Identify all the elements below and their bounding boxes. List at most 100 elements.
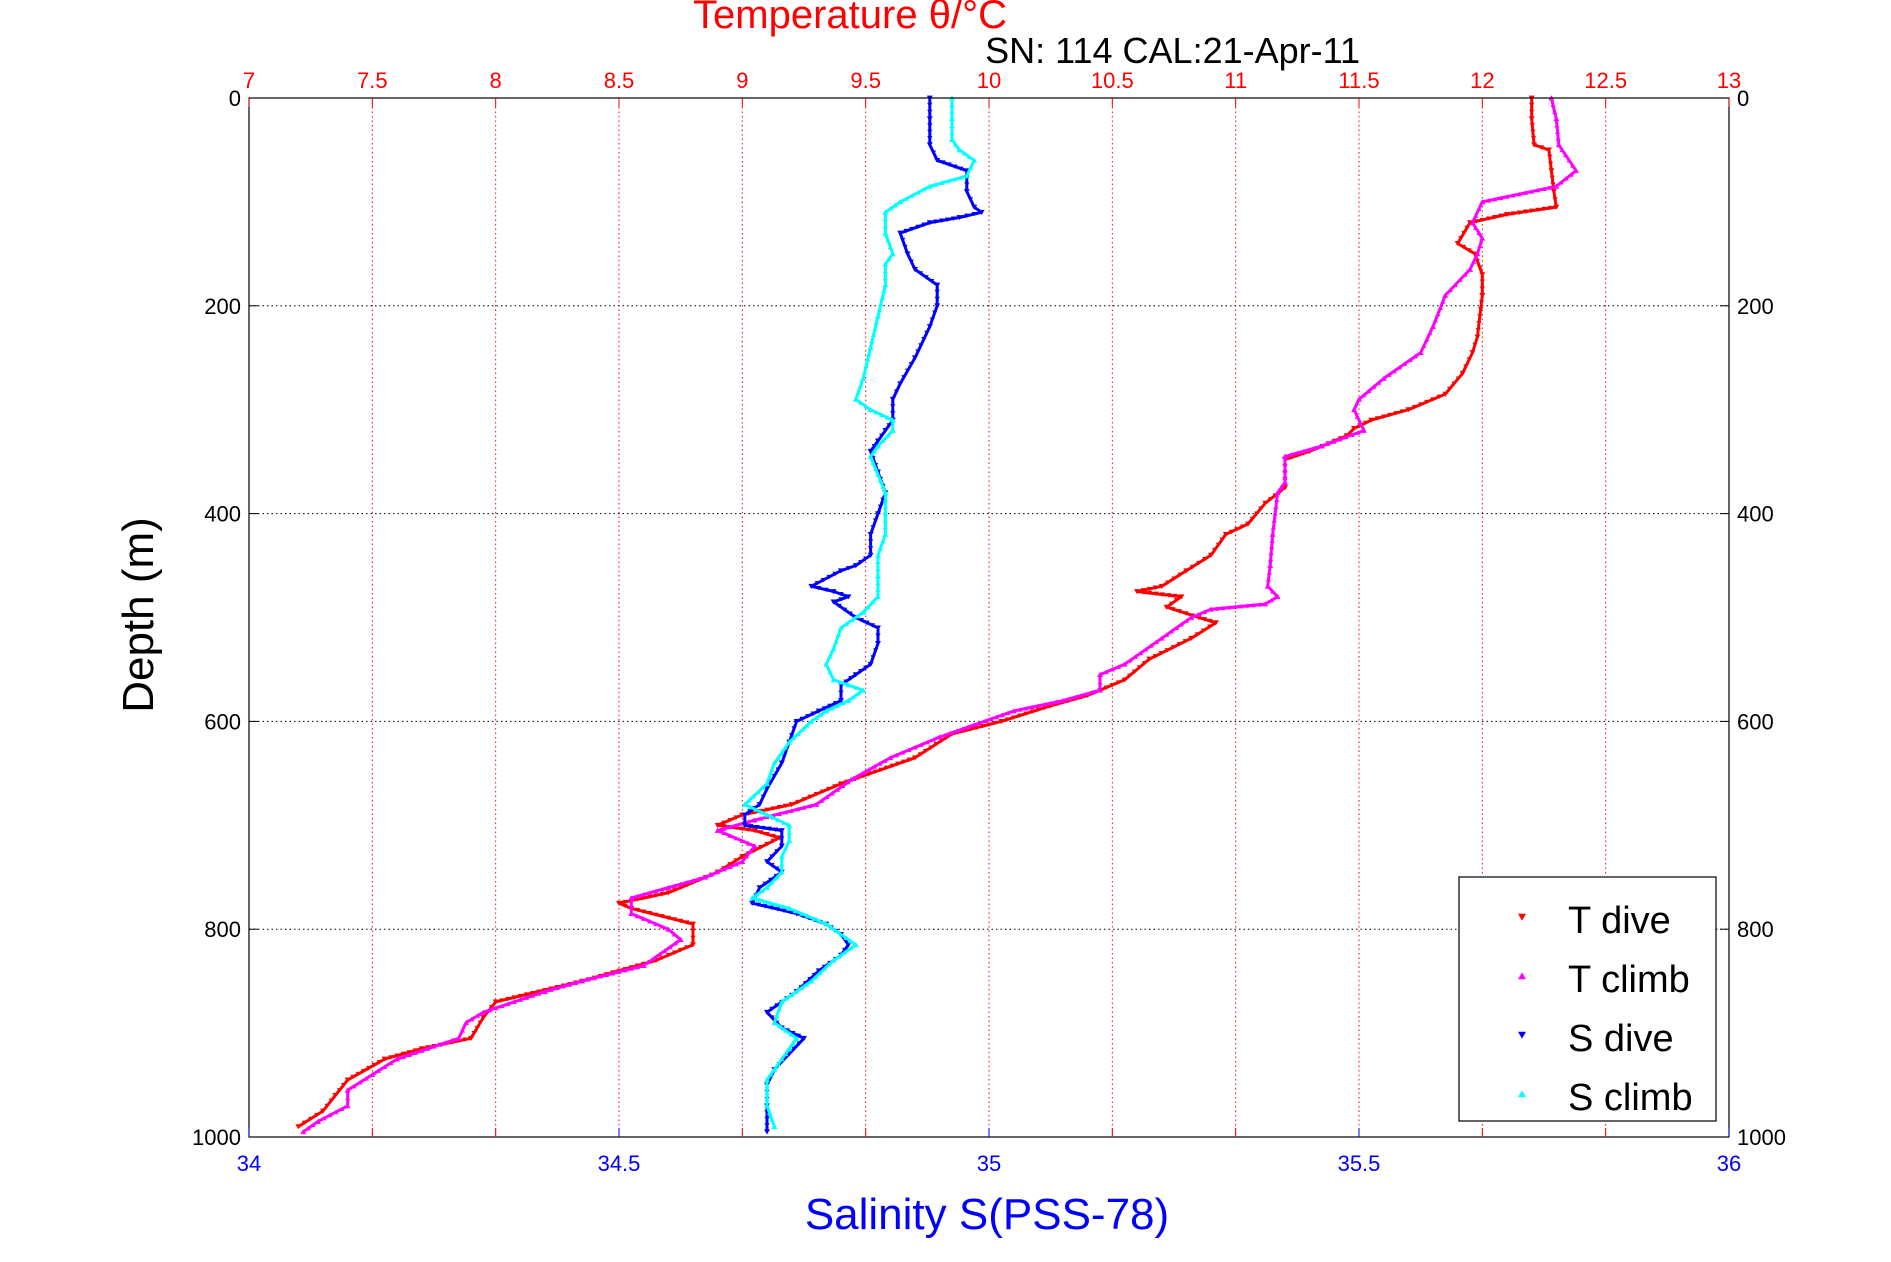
data-marker — [760, 825, 766, 831]
data-marker — [1171, 576, 1177, 581]
data-marker — [924, 330, 930, 336]
data-marker — [554, 985, 560, 991]
data-point — [690, 942, 696, 948]
data-marker — [412, 1050, 419, 1055]
data-marker — [739, 826, 745, 832]
data-point — [1121, 677, 1128, 683]
data-marker — [782, 1028, 789, 1033]
data-marker — [782, 803, 789, 809]
data-marker — [375, 1068, 382, 1073]
data-marker — [1152, 654, 1158, 659]
data-marker — [1023, 706, 1029, 711]
data-point — [887, 755, 894, 761]
temperature-tick-label: 12.5 — [1584, 68, 1627, 93]
data-marker — [1201, 609, 1208, 615]
data-point — [764, 812, 770, 818]
data-marker — [684, 945, 690, 950]
data-marker — [795, 799, 801, 805]
data-marker — [1234, 527, 1240, 532]
data-point — [889, 417, 896, 423]
data-marker — [775, 767, 781, 772]
data-marker — [350, 1074, 356, 1080]
data-marker — [795, 731, 801, 736]
data-marker — [759, 785, 766, 790]
data-marker — [759, 888, 765, 894]
data-marker — [406, 1052, 412, 1057]
data-marker — [641, 892, 647, 897]
data-point — [751, 817, 758, 823]
data-marker — [659, 892, 665, 897]
data-point — [852, 563, 859, 569]
data-point — [786, 905, 793, 911]
data-marker — [764, 807, 770, 813]
data-point — [845, 942, 852, 948]
data-marker — [1127, 658, 1133, 663]
data-point — [956, 147, 963, 153]
data-marker — [499, 998, 505, 1003]
data-marker — [807, 803, 813, 809]
data-marker — [966, 154, 972, 159]
data-marker — [560, 984, 567, 989]
depth-tick-label-left: 1000 — [192, 1125, 241, 1150]
data-marker — [882, 504, 888, 509]
data-point — [295, 1124, 302, 1130]
data-marker — [314, 1112, 320, 1118]
data-marker — [1492, 196, 1498, 202]
data-marker — [628, 966, 634, 971]
data-marker — [877, 478, 884, 483]
data-marker — [954, 728, 960, 734]
data-point — [1183, 568, 1190, 574]
data-marker — [908, 362, 914, 367]
data-marker — [721, 867, 727, 872]
data-marker — [1115, 664, 1122, 669]
data-marker — [1424, 337, 1430, 342]
data-marker — [1172, 593, 1178, 599]
data-marker — [805, 913, 811, 919]
data-marker — [646, 959, 652, 964]
data-marker — [733, 858, 739, 863]
data-marker — [1337, 437, 1343, 442]
data-marker — [843, 621, 850, 627]
data-marker — [1170, 607, 1176, 612]
data-marker — [805, 714, 811, 719]
data-point — [926, 324, 933, 330]
data-marker — [918, 742, 924, 747]
data-marker — [871, 764, 878, 769]
data-marker — [1424, 399, 1430, 405]
data-marker — [1170, 645, 1176, 650]
data-marker — [779, 750, 785, 755]
data-marker — [671, 888, 678, 893]
data-point — [332, 1093, 339, 1099]
data-marker — [1182, 639, 1188, 644]
data-marker — [882, 525, 888, 530]
data-marker — [1386, 372, 1392, 377]
temperature-tick-label: 7.5 — [357, 68, 388, 93]
data-point — [956, 215, 963, 221]
data-marker — [842, 947, 848, 953]
data-point — [875, 443, 881, 449]
data-marker — [796, 1041, 802, 1046]
depth-tick-label-left: 400 — [204, 502, 241, 527]
data-marker — [917, 271, 924, 276]
data-marker — [866, 351, 872, 356]
data-marker — [1463, 364, 1469, 369]
data-point — [971, 204, 978, 210]
data-marker — [733, 822, 739, 828]
data-marker — [573, 980, 579, 985]
depth-tick-label-right: 200 — [1737, 294, 1774, 319]
data-point — [778, 843, 785, 849]
data-point — [628, 910, 635, 917]
data-marker — [1396, 365, 1403, 370]
legend: T dive T climb S dive S climb — [1458, 876, 1717, 1122]
data-marker — [938, 738, 945, 744]
data-point — [875, 511, 881, 517]
data-marker — [1387, 412, 1393, 418]
data-point — [1454, 241, 1461, 247]
data-marker — [758, 816, 764, 821]
data-marker — [1529, 123, 1535, 128]
data-marker — [833, 928, 839, 934]
data-marker — [511, 999, 517, 1005]
data-marker — [665, 915, 671, 921]
data-marker — [900, 750, 906, 755]
data-point — [640, 962, 647, 968]
